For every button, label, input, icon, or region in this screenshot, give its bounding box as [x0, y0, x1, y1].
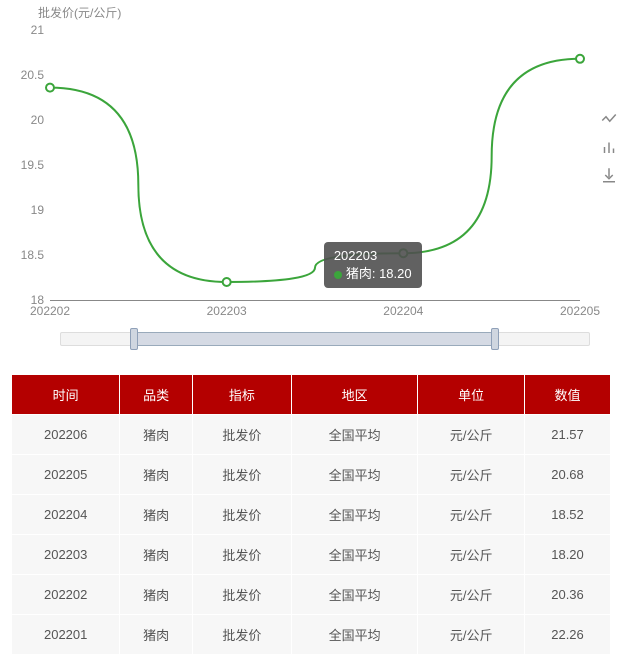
y-tick-label: 20.5	[21, 68, 50, 82]
y-tick-label: 20	[31, 113, 50, 127]
table-row: 202203猪肉批发价全国平均元/公斤18.20	[12, 535, 611, 575]
table-cell: 202205	[12, 455, 120, 495]
chart-toolbar	[600, 110, 618, 184]
x-tick-label: 202205	[560, 300, 600, 318]
table-body: 202206猪肉批发价全国平均元/公斤21.57202205猪肉批发价全国平均元…	[12, 415, 611, 655]
table-cell: 猪肉	[120, 535, 192, 575]
y-axis-title: 批发价(元/公斤)	[38, 4, 121, 21]
data-table: 时间品类指标地区单位数值 202206猪肉批发价全国平均元/公斤21.57202…	[11, 374, 611, 655]
table-cell: 全国平均	[292, 455, 418, 495]
table-row: 202206猪肉批发价全国平均元/公斤21.57	[12, 415, 611, 455]
table-header-row: 时间品类指标地区单位数值	[12, 375, 611, 415]
table-cell: 202203	[12, 535, 120, 575]
table-cell: 元/公斤	[418, 415, 525, 455]
table-header-cell: 时间	[12, 375, 120, 415]
table-cell: 全国平均	[292, 415, 418, 455]
table-cell: 21.57	[525, 415, 611, 455]
table-cell: 元/公斤	[418, 575, 525, 615]
table-cell: 202206	[12, 415, 120, 455]
chart-container: 批发价(元/公斤) 202203 猪肉: 18.20 1818.51919.52…	[0, 0, 622, 360]
y-tick-label: 21	[31, 23, 50, 37]
x-tick-label: 202204	[383, 300, 423, 318]
bar-view-icon[interactable]	[600, 138, 618, 156]
table-cell: 18.52	[525, 495, 611, 535]
table-header-cell: 单位	[418, 375, 525, 415]
y-tick-label: 19	[31, 203, 50, 217]
table-cell: 全国平均	[292, 575, 418, 615]
table-cell: 20.68	[525, 455, 611, 495]
table-cell: 元/公斤	[418, 535, 525, 575]
table-cell: 元/公斤	[418, 495, 525, 535]
table-cell: 批发价	[192, 495, 291, 535]
y-tick-label: 18.5	[21, 248, 50, 262]
table-header-cell: 地区	[292, 375, 418, 415]
table-cell: 全国平均	[292, 615, 418, 655]
zoom-selection[interactable]	[134, 332, 494, 346]
table-cell: 批发价	[192, 415, 291, 455]
zoom-slider[interactable]	[60, 328, 590, 350]
table-header-cell: 数值	[525, 375, 611, 415]
table-cell: 元/公斤	[418, 615, 525, 655]
zoom-handle-left[interactable]	[130, 328, 138, 350]
download-icon[interactable]	[600, 166, 618, 184]
table-cell: 全国平均	[292, 535, 418, 575]
table-cell: 全国平均	[292, 495, 418, 535]
table-cell: 18.20	[525, 535, 611, 575]
table-cell: 猪肉	[120, 495, 192, 535]
y-tick-label: 19.5	[21, 158, 50, 172]
table-row: 202201猪肉批发价全国平均元/公斤22.26	[12, 615, 611, 655]
zoom-handle-right[interactable]	[491, 328, 499, 350]
line-view-icon[interactable]	[600, 110, 618, 128]
table-cell: 猪肉	[120, 575, 192, 615]
table-header-cell: 指标	[192, 375, 291, 415]
table-cell: 批发价	[192, 615, 291, 655]
line-series	[50, 30, 580, 300]
table-cell: 猪肉	[120, 455, 192, 495]
table-row: 202202猪肉批发价全国平均元/公斤20.36	[12, 575, 611, 615]
chart-plot-area: 202203 猪肉: 18.20 1818.51919.52020.521202…	[50, 30, 580, 300]
table-cell: 20.36	[525, 575, 611, 615]
table-row: 202204猪肉批发价全国平均元/公斤18.52	[12, 495, 611, 535]
table-cell: 202201	[12, 615, 120, 655]
table-cell: 批发价	[192, 455, 291, 495]
x-tick-label: 202202	[30, 300, 70, 318]
x-tick-label: 202203	[207, 300, 247, 318]
table-cell: 猪肉	[120, 415, 192, 455]
table-cell: 元/公斤	[418, 455, 525, 495]
table-cell: 202204	[12, 495, 120, 535]
table-cell: 202202	[12, 575, 120, 615]
table-cell: 猪肉	[120, 615, 192, 655]
table-row: 202205猪肉批发价全国平均元/公斤20.68	[12, 455, 611, 495]
table-cell: 22.26	[525, 615, 611, 655]
table-cell: 批发价	[192, 535, 291, 575]
table-header-cell: 品类	[120, 375, 192, 415]
table-cell: 批发价	[192, 575, 291, 615]
